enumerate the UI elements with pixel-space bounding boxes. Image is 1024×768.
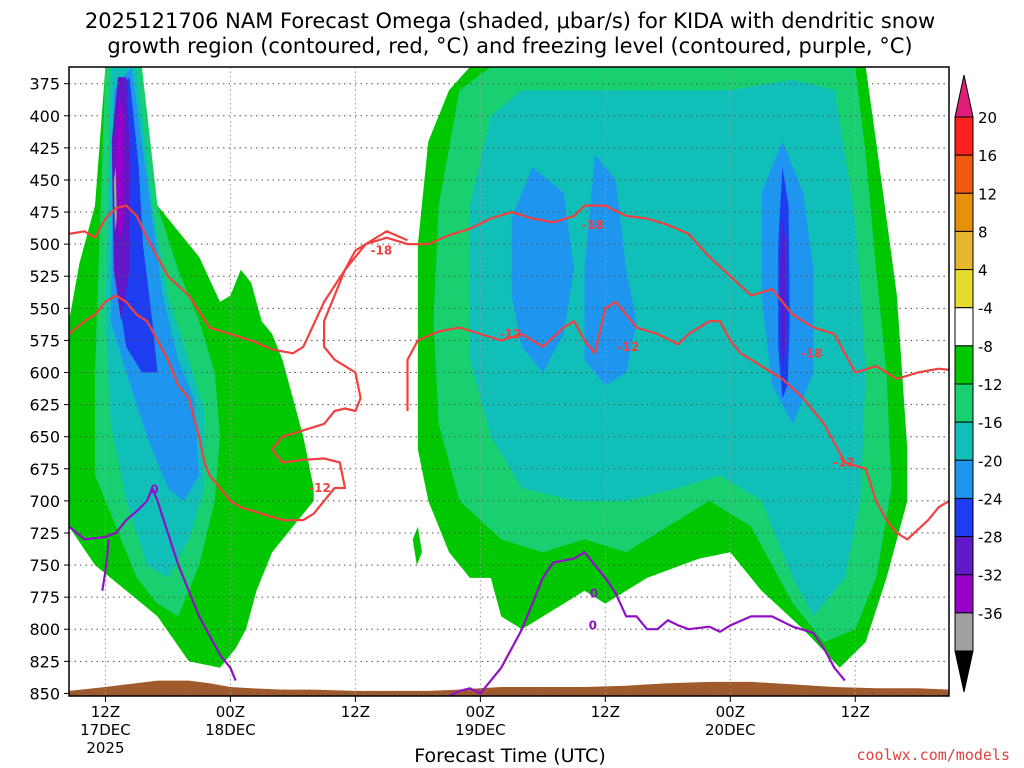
contour-label-8: 0 — [590, 586, 598, 600]
colorbar-swatch-3 — [954, 230, 974, 271]
x-tick-time-1: 00Z — [216, 703, 245, 721]
colorbar-swatch-1 — [954, 154, 974, 194]
omega-region-blob-a — [412, 526, 422, 566]
y-tick-label-425: 425 — [29, 139, 60, 158]
y-tick-label-600: 600 — [29, 364, 60, 383]
y-tick-label-725: 725 — [29, 524, 60, 543]
x-axis-label: Forecast Time (UTC) — [414, 745, 605, 767]
colorbar-swatch-6 — [954, 345, 974, 385]
y-tick-label-775: 775 — [29, 588, 60, 607]
colorbar-swatch-12 — [954, 574, 974, 614]
x-tick-date-3: 19DEC — [455, 721, 506, 739]
contour-label-5: -12 — [617, 340, 639, 354]
colorbar-swatch-9 — [954, 459, 974, 499]
contour-labels: -18 -18 -18 -12 -12 -12 -12 0 0 0 — [150, 218, 855, 633]
chart-title-line-1: 2025121706 NAM Forecast Omega (shaded, μ… — [85, 9, 935, 33]
contour-dgz-minus12-a — [69, 230, 408, 522]
colorbar-label-0: 20 — [978, 109, 997, 127]
plot-gridlines — [69, 67, 949, 696]
terrain-fill — [69, 680, 949, 696]
contour-dgz-minus12-b — [406, 300, 949, 541]
colorbar-label-8: -16 — [978, 414, 1003, 432]
y-tick-label-500: 500 — [29, 235, 60, 254]
colorbar-swatch-7 — [954, 383, 974, 423]
colorbar-label-2: 12 — [978, 185, 997, 203]
colorbar-label-1: 16 — [978, 147, 997, 165]
y-tick-label-475: 475 — [29, 203, 60, 222]
x-tick-time-3: 00Z — [466, 703, 495, 721]
x-tick-time-5: 00Z — [716, 703, 745, 721]
x-tick-time-4: 12Z — [591, 703, 620, 721]
colorbar-bottom-arrow — [954, 650, 974, 693]
colorbar: 20 16 12 8 4 -4 -8 -12 -16 -20 -24 -28 -32 -36 — [954, 74, 1003, 693]
contour-dgz-minus18-a — [69, 204, 949, 380]
y-tick-label-375: 375 — [29, 75, 60, 94]
y-tick-label-700: 700 — [29, 492, 60, 511]
colorbar-label-12: -32 — [978, 567, 1003, 585]
contour-label-9: 0 — [589, 618, 597, 632]
contour-label-6: -12 — [833, 455, 855, 469]
y-tick-label-575: 575 — [29, 331, 60, 350]
colorbar-label-7: -12 — [978, 376, 1003, 394]
credit-text: coolwx.com/models — [856, 746, 1010, 764]
y-tick-label-800: 800 — [29, 620, 60, 639]
colorbar-swatch-11 — [954, 536, 974, 576]
contour-label-7: 0 — [150, 482, 158, 496]
colorbar-top-arrow — [954, 74, 974, 118]
x-tick-date-5: 20DEC — [705, 721, 756, 739]
contour-label-4: -12 — [500, 327, 522, 341]
colorbar-label-10: -24 — [978, 490, 1003, 508]
chart-title-line-2: growth region (contoured, red, °C) and f… — [107, 34, 912, 58]
colorbar-swatch-8 — [954, 421, 974, 461]
colorbar-swatch-10 — [954, 497, 974, 538]
x-tick-year-0: 2025 — [86, 739, 124, 757]
x-tick-date-1: 18DEC — [205, 721, 256, 739]
y-tick-label-400: 400 — [29, 107, 60, 126]
x-tick-time-0: 12Z — [91, 703, 120, 721]
omega-region-event2-blue-a — [511, 167, 575, 373]
colorbar-label-11: -28 — [978, 529, 1003, 547]
colorbar-label-5: -4 — [978, 300, 993, 318]
contour-freezing-b — [101, 539, 110, 591]
omega-region-event2-purple — [780, 218, 786, 373]
terrain-layer — [69, 680, 949, 696]
y-tick-label-750: 750 — [29, 556, 60, 575]
contour-freezing-a — [69, 486, 237, 682]
contour-label-0: -18 — [371, 244, 393, 258]
colorbar-swatch-5 — [954, 307, 974, 347]
y-tick-label-525: 525 — [29, 267, 60, 286]
contour-label-3: -12 — [309, 481, 331, 495]
y-tick-label-675: 675 — [29, 460, 60, 479]
colorbar-label-6: -8 — [978, 338, 993, 356]
y-tick-label-650: 650 — [29, 428, 60, 447]
contour-freezing-c — [448, 551, 846, 696]
plot-frame — [68, 66, 950, 697]
contour-label-1: -18 — [582, 218, 604, 232]
y-tick-label-850: 850 — [29, 684, 60, 703]
colorbar-swatch-4 — [954, 269, 974, 309]
y-tick-label-825: 825 — [29, 652, 60, 671]
colorbar-label-9: -20 — [978, 452, 1003, 470]
contour-label-2: -18 — [801, 346, 823, 360]
x-tick-time-6: 12Z — [841, 703, 870, 721]
colorbar-label-4: 4 — [978, 262, 988, 280]
x-tick-date-0: 17DEC — [80, 721, 131, 739]
y-tick-label-550: 550 — [29, 299, 60, 318]
colorbar-swatch-2 — [954, 192, 974, 232]
colorbar-label-13: -36 — [978, 605, 1003, 623]
x-tick-time-2: 12Z — [341, 703, 370, 721]
y-tick-label-625: 625 — [29, 396, 60, 415]
colorbar-label-3: 8 — [978, 223, 988, 241]
temperature-contours — [69, 204, 949, 696]
omega-shaded-fields — [69, 67, 908, 668]
y-tick-label-450: 450 — [29, 171, 60, 190]
colorbar-swatch-13 — [954, 612, 974, 652]
y-axis: 375 400 425 450 475 500 525 550 575 600 625 650 675 7… — [29, 75, 69, 703]
omega-region-event1-gray — [113, 167, 117, 232]
colorbar-swatch-0 — [954, 116, 974, 156]
